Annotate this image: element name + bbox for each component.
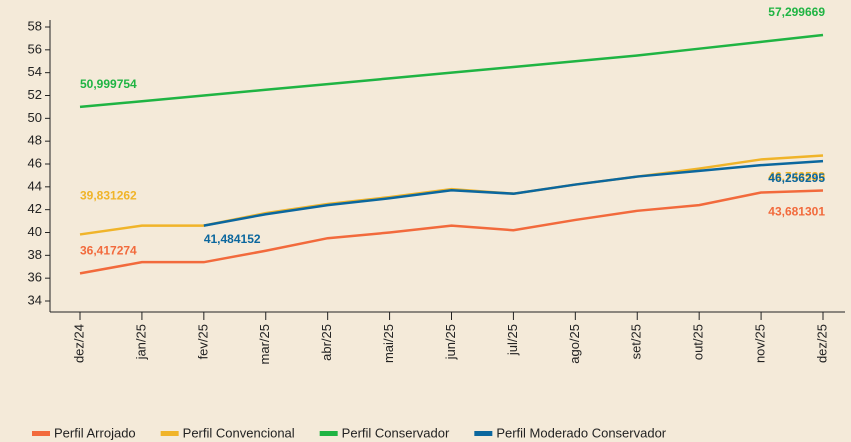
y-tick-label: 52 xyxy=(28,87,42,102)
y-tick-label: 58 xyxy=(28,18,42,33)
legend-label: Perfil Convencional xyxy=(183,425,295,440)
y-tick-label: 56 xyxy=(28,41,42,56)
y-tick-label: 54 xyxy=(28,64,42,79)
legend-label: Perfil Conservador xyxy=(342,425,450,440)
value-label: 39,831262 xyxy=(80,189,137,203)
series-line xyxy=(79,154,824,236)
value-label: 41,484152 xyxy=(204,232,261,246)
x-tick-label: jan/25 xyxy=(133,324,148,360)
legend-label: Perfil Arrojado xyxy=(54,425,136,440)
series-line xyxy=(79,189,824,275)
x-tick-label: ago/25 xyxy=(567,324,582,364)
legend-label: Perfil Moderado Conservador xyxy=(496,425,666,440)
value-label: 50,999754 xyxy=(80,77,137,91)
x-tick-label: abr/25 xyxy=(319,324,334,361)
y-tick-label: 34 xyxy=(28,292,42,307)
value-label: 46,743539 xyxy=(768,170,825,184)
y-tick-label: 36 xyxy=(28,270,42,285)
x-tick-label: dez/24 xyxy=(71,324,86,363)
x-tick-label: mai/25 xyxy=(381,324,396,363)
x-tick-label: jul/25 xyxy=(505,324,520,356)
x-tick-label: nov/25 xyxy=(753,324,768,363)
value-label: 46,256295 xyxy=(768,171,825,185)
legend-swatch xyxy=(160,431,179,436)
y-tick-label: 46 xyxy=(28,155,42,170)
value-label: 57,299669 xyxy=(768,5,825,19)
x-tick-label: fev/25 xyxy=(195,324,210,359)
series-line xyxy=(203,159,824,227)
y-tick-label: 38 xyxy=(28,247,42,262)
x-tick-label: jun/25 xyxy=(443,324,458,360)
value-label: 36,417274 xyxy=(80,244,137,258)
y-tick-label: 42 xyxy=(28,201,42,216)
x-tick-label: out/25 xyxy=(691,324,706,360)
y-tick-label: 50 xyxy=(28,110,42,125)
legend-swatch xyxy=(319,431,338,436)
y-tick-label: 44 xyxy=(28,178,42,193)
y-tick-label: 48 xyxy=(28,133,42,148)
value-label: 43,681301 xyxy=(768,205,825,219)
x-tick-label: dez/25 xyxy=(814,324,829,363)
series-line xyxy=(79,33,824,109)
x-tick-label: set/25 xyxy=(629,324,644,359)
legend-swatch xyxy=(474,431,493,436)
x-tick-label: mar/25 xyxy=(257,324,272,364)
y-tick-label: 40 xyxy=(28,224,42,239)
legend-swatch xyxy=(32,431,50,436)
